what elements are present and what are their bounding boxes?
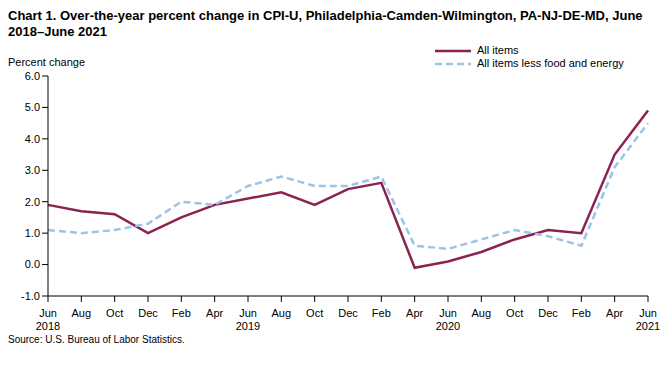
html-text:Chart 1. Over-the-year percent: Chart 1. Over-the-year percent change in… xyxy=(8,8,643,39)
svg-text:6.0: 6.0 xyxy=(25,70,40,82)
svg-text:Oct: Oct xyxy=(306,307,323,319)
svg-text:Jun2020: Jun2020 xyxy=(436,307,460,332)
svg-text:Apr: Apr xyxy=(406,307,423,319)
svg-text:Apr: Apr xyxy=(606,307,623,319)
svg-text:Oct: Oct xyxy=(506,307,523,319)
svg-text:Feb: Feb xyxy=(172,307,191,319)
svg-text:Aug: Aug xyxy=(72,307,92,319)
svg-text:-1.0: -1.0 xyxy=(21,290,40,302)
svg-text:Dec: Dec xyxy=(138,307,158,319)
svg-text:2.0: 2.0 xyxy=(25,196,40,208)
svg-text:Dec: Dec xyxy=(538,307,558,319)
html-text:Source: U.S. Bureau of Labor S: Source: U.S. Bureau of Labor Statistics. xyxy=(8,334,185,345)
svg-text:Feb: Feb xyxy=(572,307,591,319)
html-text:All items less food and energy: All items less food and energy xyxy=(477,57,624,69)
svg-text:Jun2021: Jun2021 xyxy=(636,307,660,332)
html-text:All items: All items xyxy=(477,44,519,56)
svg-text:0.0: 0.0 xyxy=(25,258,40,270)
svg-text:Aug: Aug xyxy=(472,307,492,319)
svg-text:Oct: Oct xyxy=(106,307,123,319)
svg-text:3.0: 3.0 xyxy=(25,164,40,176)
svg-text:Jun2019: Jun2019 xyxy=(236,307,260,332)
svg-text:Dec: Dec xyxy=(338,307,358,319)
svg-text:5.0: 5.0 xyxy=(25,101,40,113)
svg-text:1.0: 1.0 xyxy=(25,227,40,239)
svg-text:Aug: Aug xyxy=(272,307,292,319)
svg-text:Apr: Apr xyxy=(206,307,223,319)
svg-text:4.0: 4.0 xyxy=(25,133,40,145)
svg-text:Feb: Feb xyxy=(372,307,391,319)
svg-text:Jun2018: Jun2018 xyxy=(36,307,60,332)
html-text:Percent change: Percent change xyxy=(8,56,86,68)
